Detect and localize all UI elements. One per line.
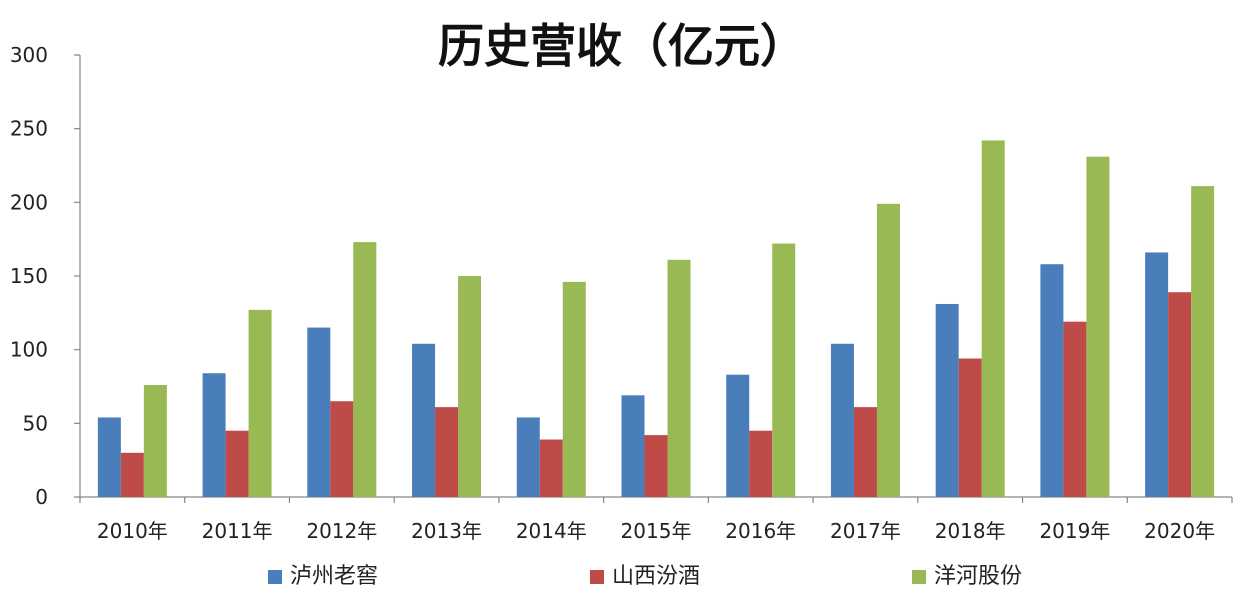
x-tick-label: 2012年 [306,519,377,543]
y-tick-label: 100 [10,338,48,362]
y-tick-label: 300 [10,43,48,67]
bar-泸州老窖-2020年 [1145,252,1169,497]
y-tick-label: 200 [10,190,48,214]
bar-山西汾酒-2019年 [1063,321,1087,497]
y-tick-label: 150 [10,264,48,288]
y-tick-label: 50 [23,411,48,435]
legend-label: 山西汾酒 [612,564,700,589]
bar-洋河股份-2014年 [562,281,586,497]
chart-title: 历史营收（亿元） [438,19,806,73]
x-tick-label: 2011年 [202,519,273,543]
x-tick-label: 2018年 [935,519,1006,543]
bar-洋河股份-2019年 [1086,156,1110,497]
bar-洋河股份-2012年 [353,242,377,497]
bar-泸州老窖-2017年 [830,343,854,497]
bar-泸州老窖-2019年 [1040,264,1064,497]
legend-label: 泸州老窖 [290,564,378,589]
x-tick-label: 2016年 [725,519,796,543]
legend-label: 洋河股份 [934,564,1022,589]
bar-山西汾酒-2018年 [958,358,982,497]
bars-group [97,140,1215,498]
legend-swatch [590,570,604,584]
bar-山西汾酒-2012年 [330,401,354,497]
y-axis: 0 50 100 150 200 250 300 [10,43,81,509]
bar-洋河股份-2016年 [772,243,796,497]
bar-洋河股份-2010年 [143,385,167,497]
y-tick-label: 250 [10,117,48,141]
x-tick-label: 2017年 [830,519,901,543]
bar-洋河股份-2018年 [981,140,1005,497]
x-tick-label: 2010年 [97,519,168,543]
x-tick-label: 2020年 [1144,519,1215,543]
legend: 泸州老窖 山西汾酒 洋河股份 [268,564,1022,589]
legend-swatch [912,570,926,584]
bar-山西汾酒-2016年 [749,430,773,497]
bar-洋河股份-2013年 [458,276,482,497]
bar-泸州老窖-2010年 [97,417,121,497]
x-tick-label: 2014年 [516,519,587,543]
bar-泸州老窖-2016年 [726,374,750,497]
x-tick-label: 2015年 [621,519,692,543]
bar-泸州老窖-2012年 [307,327,331,497]
bar-山西汾酒-2010年 [120,452,144,497]
bar-泸州老窖-2014年 [516,417,540,497]
bar-泸州老窖-2011年 [202,373,226,497]
y-tick-label: 0 [35,485,48,509]
bar-山西汾酒-2011年 [225,430,249,497]
x-axis: 2010年 2011年 2012年 2013年 2014年 2015年 2016年 2017年… [79,496,1233,543]
bar-山西汾酒-2014年 [539,439,563,497]
bar-洋河股份-2020年 [1191,186,1215,498]
bar-泸州老窖-2013年 [412,343,436,497]
bar-山西汾酒-2020年 [1168,292,1192,497]
bar-洋河股份-2015年 [667,259,691,497]
bar-洋河股份-2017年 [876,203,900,497]
bar-洋河股份-2011年 [248,309,272,497]
x-tick-label: 2019年 [1039,519,1110,543]
legend-swatch [268,570,282,584]
x-tick-label: 2013年 [411,519,482,543]
bar-山西汾酒-2015年 [644,435,668,497]
bar-泸州老窖-2015年 [621,395,645,497]
bar-泸州老窖-2018年 [935,303,959,497]
bar-山西汾酒-2013年 [435,407,459,497]
bar-山西汾酒-2017年 [853,407,877,497]
